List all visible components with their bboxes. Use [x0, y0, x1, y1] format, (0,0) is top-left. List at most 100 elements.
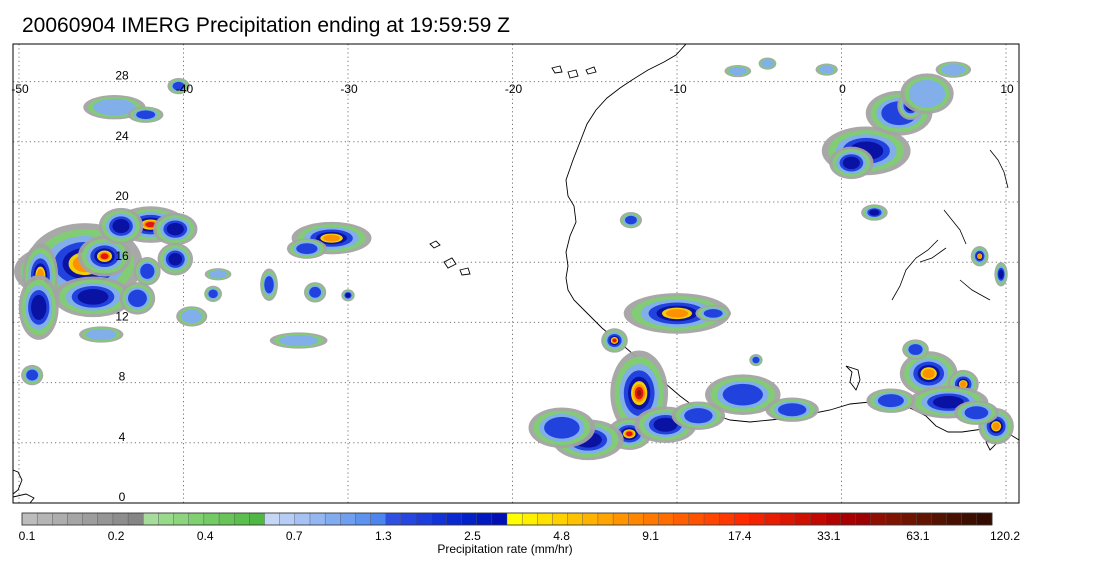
precip-contour — [208, 289, 218, 299]
colorbar-swatch — [582, 512, 599, 526]
colorbar-swatch — [127, 512, 144, 526]
longitude-label: -30 — [340, 82, 358, 96]
precip-cell — [18, 274, 59, 340]
colorbar-swatch — [233, 512, 250, 526]
precip-contour — [877, 394, 904, 408]
colorbar-swatch — [870, 512, 887, 526]
precip-contour — [136, 110, 156, 120]
precip-cell — [758, 57, 777, 70]
precip-contour — [309, 286, 322, 298]
sahel-rivers — [891, 149, 1009, 301]
precipitation-field — [14, 57, 1014, 461]
precip-contour — [345, 292, 351, 298]
colorbar-swatch — [21, 512, 38, 526]
precip-contour — [172, 81, 185, 91]
cape-verde-1 — [429, 240, 441, 249]
precip-contour — [166, 222, 184, 236]
precip-contour — [544, 416, 580, 439]
precip-contour — [296, 243, 318, 255]
precip-contour — [728, 66, 747, 76]
colorbar-swatch — [643, 512, 659, 526]
precip-cell — [724, 64, 752, 78]
precip-contour — [625, 215, 637, 225]
colorbar-tick-label: 33.1 — [817, 529, 841, 543]
precip-contour — [168, 252, 183, 266]
colorbar-swatch — [476, 512, 493, 526]
precip-cell — [153, 212, 198, 246]
precip-contour — [112, 219, 130, 234]
colorbar-swatch — [461, 512, 478, 526]
lake-volta — [845, 365, 861, 391]
precip-contour — [819, 65, 835, 74]
latitude-label: 8 — [119, 370, 126, 384]
precip-contour — [145, 221, 156, 228]
plot-frame — [12, 43, 1020, 504]
precip-contour — [127, 289, 147, 308]
colorbar-tick-label: 1.3 — [375, 529, 392, 543]
colorbar-swatch — [597, 512, 614, 526]
precip-contour — [100, 253, 109, 260]
colorbar-swatch — [552, 512, 569, 526]
precip-cell — [133, 257, 161, 286]
precip-contour — [323, 234, 340, 242]
latitude-label: 28 — [115, 69, 129, 83]
precip-cell — [899, 351, 958, 396]
precip-contour — [140, 263, 155, 279]
colorbar-swatch — [309, 512, 326, 526]
precip-contour — [653, 417, 678, 432]
colorbar-swatch — [491, 512, 508, 526]
precip-contour — [869, 209, 880, 216]
colorbar-tick-label: 0.2 — [108, 529, 125, 543]
colorbar-tick-label: 2.5 — [464, 529, 481, 543]
colorbar-swatch — [143, 512, 159, 526]
colorbar-swatch — [916, 512, 932, 526]
precip-cell — [815, 63, 838, 76]
colorbar-tick-labels: 0.1 0.2 0.4 0.7 1.3 2.5 4.8 9.1 17.4 33.1 63.1 120.… — [19, 529, 1021, 543]
colorbar-swatch — [976, 512, 993, 526]
latitude-label: 4 — [119, 430, 126, 444]
colorbar-swatch — [855, 512, 872, 526]
precip-contour — [977, 254, 982, 259]
precip-contour — [908, 344, 923, 355]
precip-cell — [53, 276, 133, 318]
colorbar-swatch — [415, 512, 432, 526]
precip-contour — [908, 79, 946, 108]
colorbar-swatch — [400, 512, 417, 526]
precip-cell — [119, 282, 156, 315]
colorbar-tick-label: 0.7 — [286, 529, 303, 543]
precip-contour — [998, 269, 1004, 279]
precip-cell — [601, 328, 628, 353]
colorbar-swatch — [749, 512, 766, 526]
colorbar-swatch — [703, 512, 720, 526]
precip-contour — [86, 328, 117, 340]
precip-cell — [978, 407, 1014, 445]
latitude-label: 24 — [115, 129, 129, 143]
precip-cell — [286, 238, 327, 259]
precip-cell — [260, 268, 278, 302]
precip-contour — [992, 422, 1000, 431]
precip-contour — [960, 381, 967, 388]
precip-contour — [264, 276, 274, 294]
colorbar-swatch — [658, 512, 675, 526]
precip-cell — [902, 339, 929, 360]
colorbar-tick-label: 9.1 — [642, 529, 659, 543]
precip-contour — [684, 408, 713, 424]
precip-cell — [127, 106, 164, 123]
colorbar-swatch — [688, 512, 705, 526]
colorbar-swatch — [67, 512, 84, 526]
colorbar-swatch — [97, 512, 114, 526]
latitude-label: 0 — [119, 490, 126, 504]
colorbar-swatch — [840, 512, 856, 526]
precip-contour — [637, 389, 642, 397]
colorbar-swatch — [900, 512, 917, 526]
colorbar-swatch — [431, 512, 447, 526]
colorbar-frame — [21, 512, 993, 526]
cape-verde-2 — [443, 257, 457, 269]
precip-cell — [167, 78, 190, 95]
latitude-labels: 28 24 20 16 12 8 4 0 — [115, 69, 129, 504]
west-africa-left-edge — [13, 469, 35, 503]
precip-contour — [181, 309, 203, 324]
precip-cell — [900, 73, 954, 114]
colorbar-title: Precipitation rate (mm/hr) — [437, 542, 572, 556]
